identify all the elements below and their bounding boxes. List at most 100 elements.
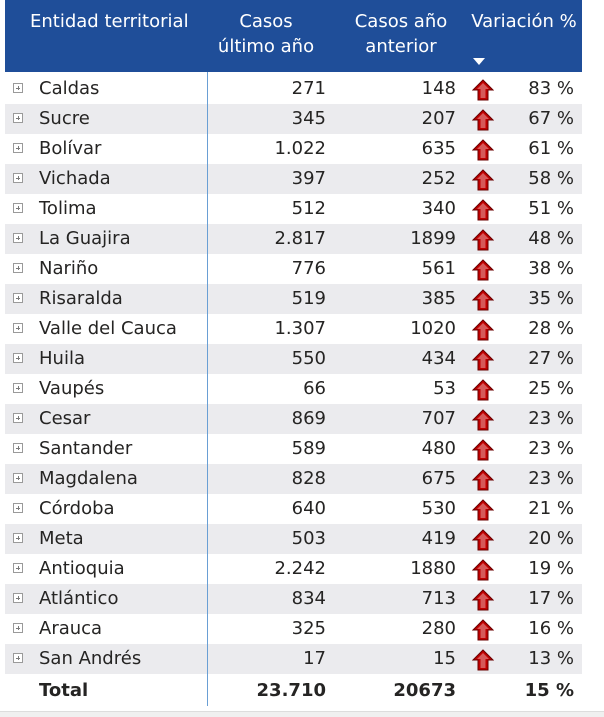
row-casos-ano-anterior: 15 [433,648,456,669]
row-casos-ultimo-ano: 397 [291,168,326,189]
total-row: Total 23.710 20673 15 % [5,676,582,706]
table-row[interactable]: Risaralda 519 385 35 % [5,284,582,314]
row-entidad: Huila [39,348,85,369]
sort-descending-icon[interactable] [473,58,485,65]
table-row[interactable]: Antioquia 2.242 1880 19 % [5,554,582,584]
expand-plus-icon[interactable] [13,503,23,513]
table-row[interactable]: Valle del Cauca 1.307 1020 28 % [5,314,582,344]
row-variacion: 23 % [528,438,574,459]
table-row[interactable]: Tolima 512 340 51 % [5,194,582,224]
row-casos-ano-anterior: 1020 [410,318,456,339]
table-row[interactable]: Arauca 325 280 16 % [5,614,582,644]
row-entidad: Vaupés [39,378,105,399]
expand-plus-icon[interactable] [13,533,23,543]
scroll-area-bottom [0,711,604,717]
row-variacion: 38 % [528,258,574,279]
row-variacion: 61 % [528,138,574,159]
expand-plus-icon[interactable] [13,443,23,453]
table-row[interactable]: Bolívar 1.022 635 61 % [5,134,582,164]
row-variacion: 58 % [528,168,574,189]
up-arrow-icon [472,259,494,281]
total-casos-ano-anterior: 20673 [393,680,456,701]
column-header-variacion[interactable]: Variación % [471,9,577,34]
up-arrow-icon [472,589,494,611]
table-row[interactable]: Atlántico 834 713 17 % [5,584,582,614]
expand-plus-icon[interactable] [13,623,23,633]
row-entidad: Atlántico [39,588,119,609]
expand-plus-icon[interactable] [13,653,23,663]
table-row[interactable]: San Andrés 17 15 13 % [5,644,582,674]
row-variacion: 67 % [528,108,574,129]
row-casos-ano-anterior: 434 [421,348,456,369]
up-arrow-icon [472,79,494,101]
row-casos-ultimo-ano: 1.307 [274,318,326,339]
up-arrow-icon [472,529,494,551]
expand-plus-icon[interactable] [13,143,23,153]
table-row[interactable]: La Guajira 2.817 1899 48 % [5,224,582,254]
row-casos-ultimo-ano: 869 [291,408,326,429]
row-entidad: Sucre [39,108,90,129]
row-entidad: Antioquia [39,558,125,579]
table-row[interactable]: Meta 503 419 20 % [5,524,582,554]
row-variacion: 17 % [528,588,574,609]
expand-plus-icon[interactable] [13,383,23,393]
expand-plus-icon[interactable] [13,113,23,123]
row-casos-ano-anterior: 252 [421,168,456,189]
expand-plus-icon[interactable] [13,353,23,363]
table-row[interactable]: Córdoba 640 530 21 % [5,494,582,524]
expand-plus-icon[interactable] [13,203,23,213]
row-casos-ultimo-ano: 1.022 [274,138,326,159]
row-entidad: Meta [39,528,84,549]
row-casos-ano-anterior: 480 [421,438,456,459]
row-entidad: Cesar [39,408,91,429]
table-row[interactable]: Magdalena 828 675 23 % [5,464,582,494]
table-row[interactable]: Caldas 271 148 83 % [5,74,582,104]
table-body: Caldas 271 148 83 % Sucre 345 207 67 % Bolívar 1.… [5,74,582,674]
up-arrow-icon [472,469,494,491]
expand-plus-icon[interactable] [13,293,23,303]
row-casos-ano-anterior: 148 [421,78,456,99]
up-arrow-icon [472,289,494,311]
row-casos-ano-anterior: 530 [421,498,456,519]
column-header-casos-ultimo-ano[interactable]: Casos último año [210,9,322,59]
column-header-casos-ano-anterior[interactable]: Casos año anterior [345,9,457,59]
table-row[interactable]: Nariño 776 561 38 % [5,254,582,284]
table-row[interactable]: Huila 550 434 27 % [5,344,582,374]
column-header-entidad[interactable]: Entidad territorial [30,9,189,34]
row-casos-ano-anterior: 280 [421,618,456,639]
expand-plus-icon[interactable] [13,173,23,183]
row-entidad: Valle del Cauca [39,318,177,339]
up-arrow-icon [472,559,494,581]
table-row[interactable]: Santander 589 480 23 % [5,434,582,464]
expand-plus-icon[interactable] [13,563,23,573]
table-row[interactable]: Sucre 345 207 67 % [5,104,582,134]
row-entidad: La Guajira [39,228,131,249]
row-casos-ano-anterior: 561 [421,258,456,279]
total-variacion: 15 % [524,680,574,701]
table-row[interactable]: Vaupés 66 53 25 % [5,374,582,404]
column-divider [207,72,208,706]
column-header-casos-line2: último año [217,36,315,57]
row-entidad: Nariño [39,258,99,279]
expand-plus-icon[interactable] [13,233,23,243]
expand-plus-icon[interactable] [13,413,23,423]
row-variacion: 35 % [528,288,574,309]
row-variacion: 27 % [528,348,574,369]
table-row[interactable]: Vichada 397 252 58 % [5,164,582,194]
row-variacion: 23 % [528,408,574,429]
table-row[interactable]: Cesar 869 707 23 % [5,404,582,434]
column-header-anterior-line2: anterior [365,36,437,57]
row-casos-ano-anterior: 1899 [410,228,456,249]
expand-plus-icon[interactable] [13,323,23,333]
expand-plus-icon[interactable] [13,83,23,93]
table-header: Entidad territorial Casos último año Cas… [5,0,582,72]
up-arrow-icon [472,379,494,401]
expand-plus-icon[interactable] [13,473,23,483]
row-casos-ultimo-ano: 345 [291,108,326,129]
up-arrow-icon [472,439,494,461]
expand-plus-icon[interactable] [13,593,23,603]
row-casos-ano-anterior: 1880 [410,558,456,579]
row-variacion: 21 % [528,498,574,519]
expand-plus-icon[interactable] [13,263,23,273]
